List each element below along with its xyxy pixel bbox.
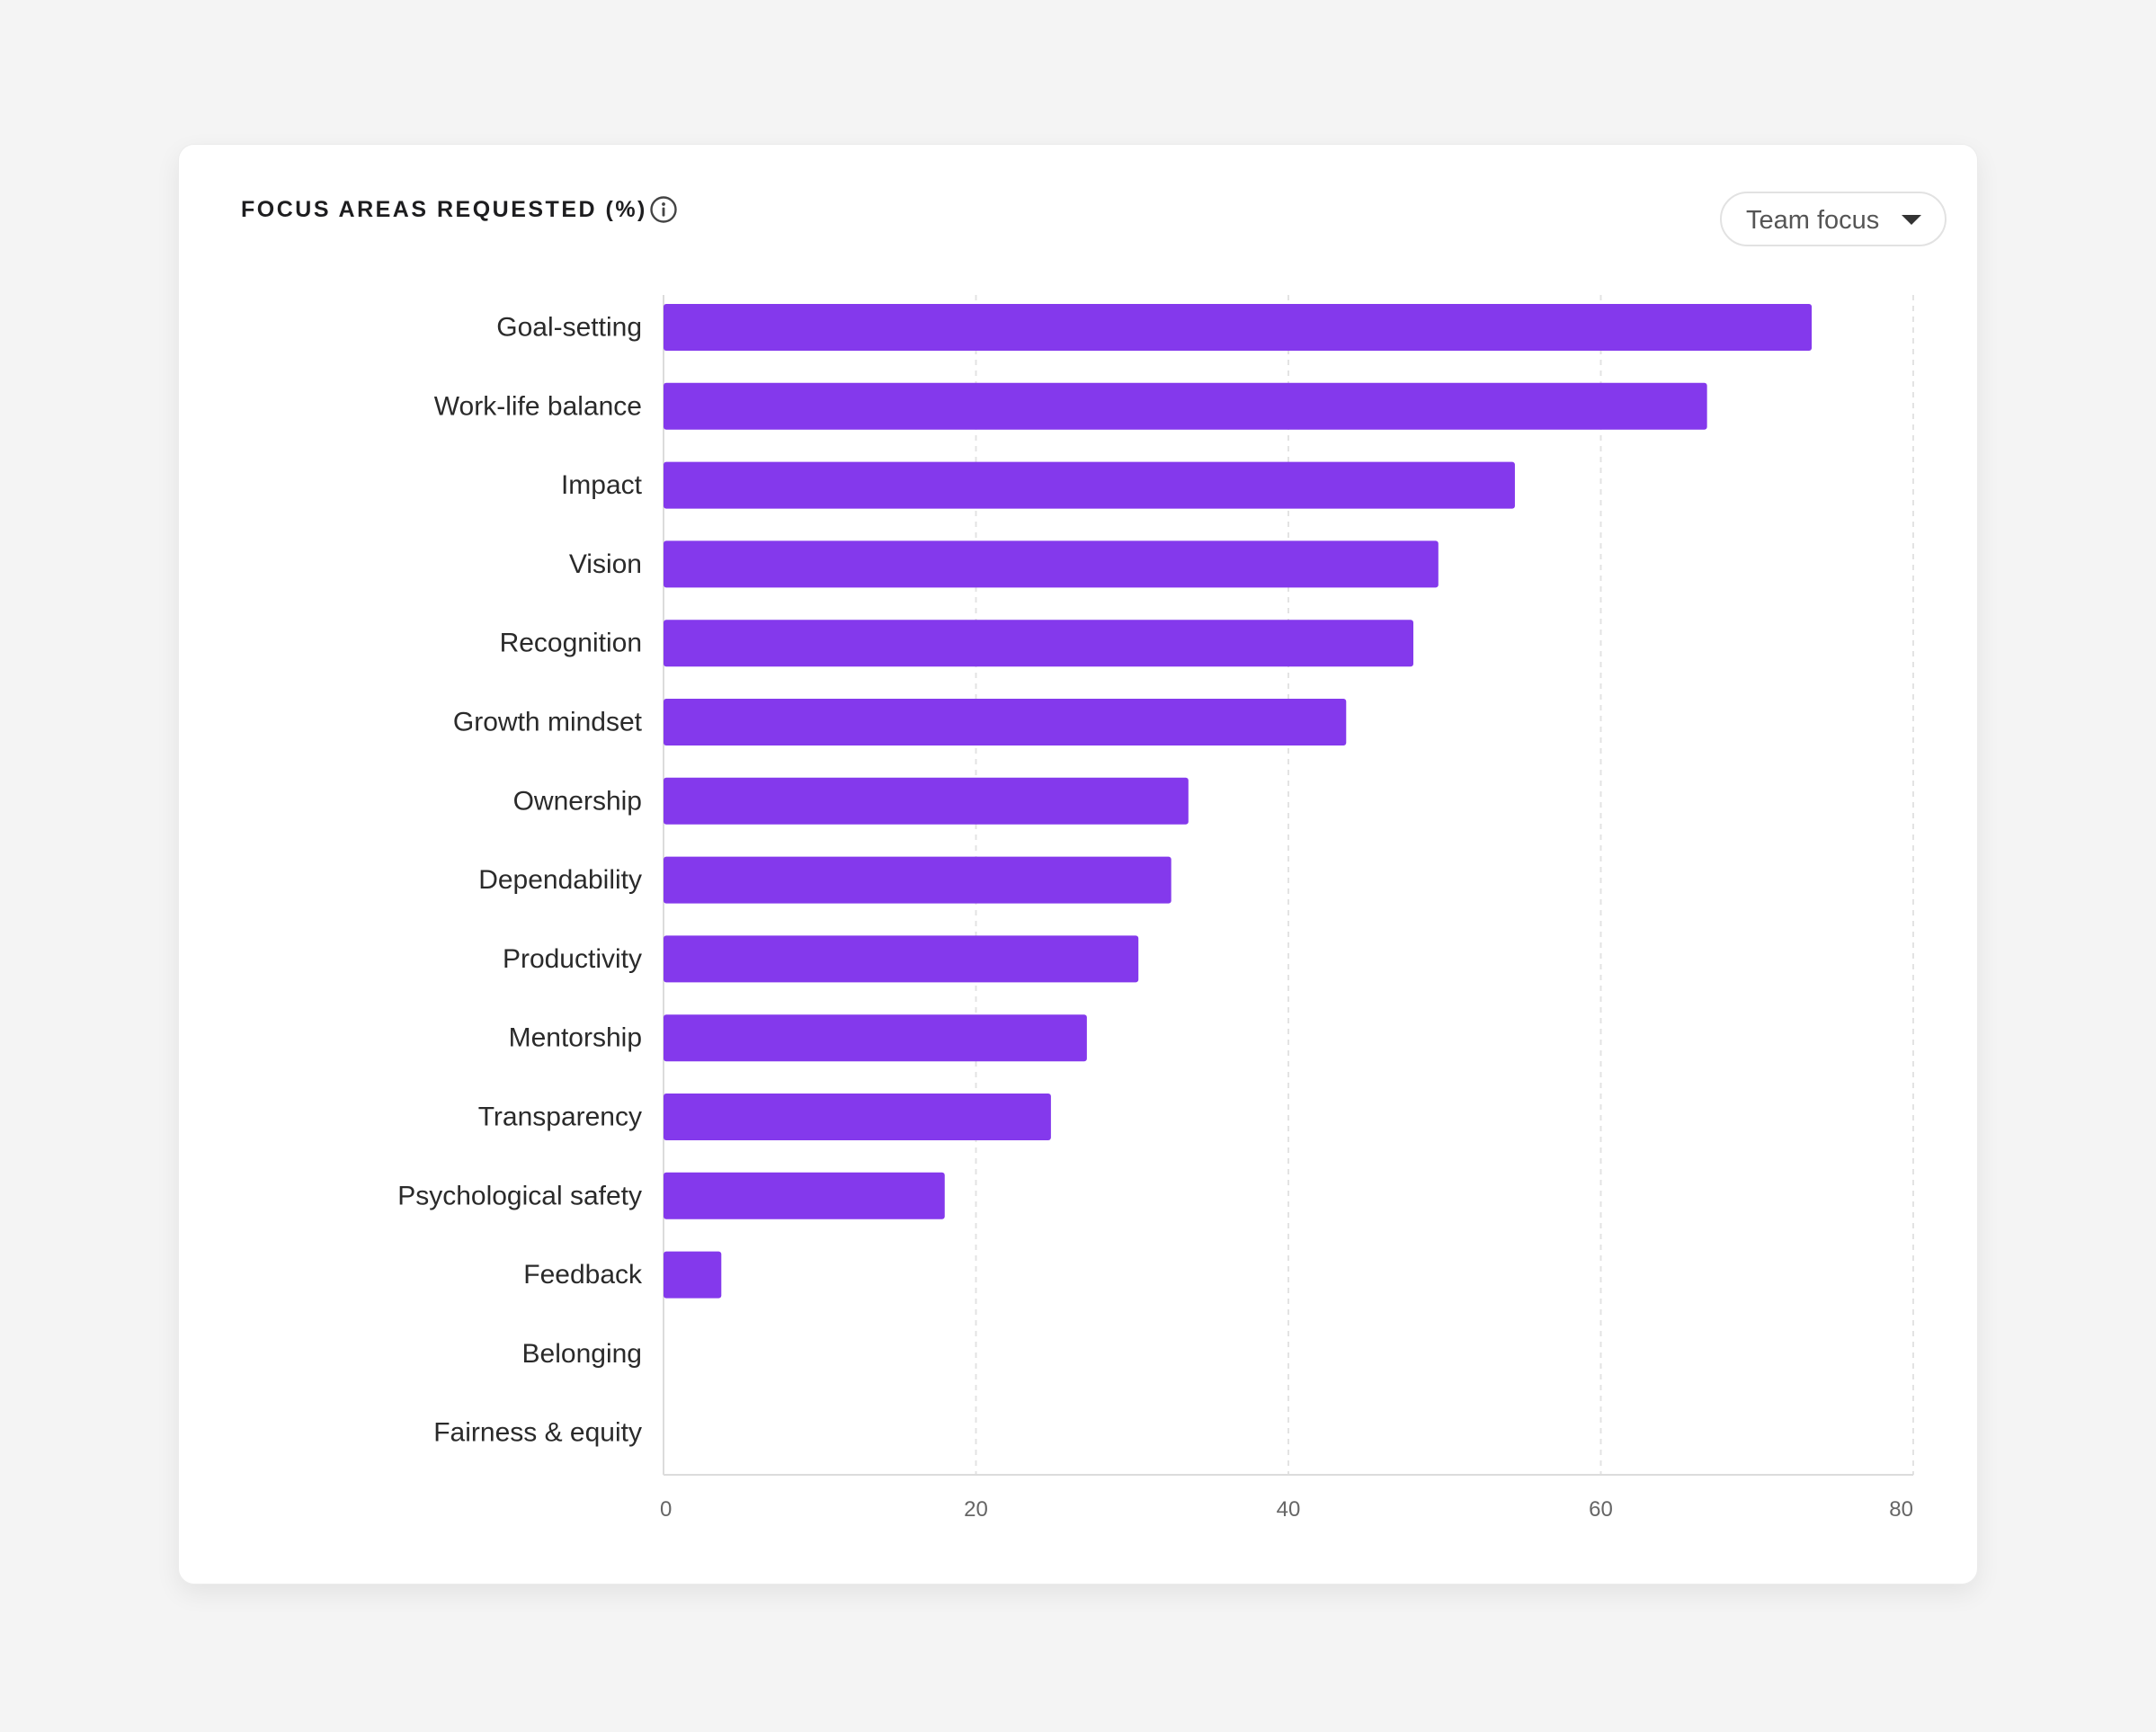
team-focus-dropdown[interactable]: Team focus	[1720, 192, 1947, 246]
bar	[664, 461, 1515, 509]
x-tick-label: 40	[1277, 1497, 1301, 1522]
category-label: Psychological safety	[397, 1181, 642, 1210]
bar	[664, 620, 1413, 667]
bar	[664, 382, 1707, 430]
bar	[664, 1172, 945, 1219]
bar	[664, 304, 1813, 351]
category-label: Ownership	[513, 786, 642, 816]
bar	[664, 699, 1347, 745]
x-tick-label: 80	[1889, 1497, 1913, 1522]
bar	[664, 1014, 1087, 1062]
category-label: Dependability	[478, 865, 642, 895]
bar	[664, 1251, 722, 1299]
category-label: Transparency	[478, 1103, 642, 1132]
category-label: Impact	[561, 470, 643, 500]
dropdown-selected-label: Team focus	[1746, 206, 1880, 235]
chart-title: FOCUS AREAS REQUESTED (%)	[241, 197, 647, 222]
info-circle-icon[interactable]	[649, 195, 678, 224]
caret-down-icon	[1902, 215, 1921, 225]
bar	[664, 777, 1189, 825]
category-label: Belonging	[522, 1339, 642, 1369]
category-label: Work-life balance	[434, 391, 642, 421]
bar	[664, 1094, 1051, 1140]
bar	[664, 935, 1139, 983]
x-tick-label: 60	[1589, 1497, 1613, 1522]
category-label: Feedback	[523, 1260, 643, 1290]
category-label: Goal-setting	[496, 313, 642, 343]
x-tick-label: 20	[964, 1497, 988, 1522]
bar	[664, 856, 1172, 904]
category-label: Recognition	[500, 629, 642, 658]
x-tick-label: 0	[660, 1497, 672, 1522]
category-label: Vision	[569, 549, 642, 579]
category-label: Mentorship	[509, 1023, 642, 1053]
bar	[664, 540, 1439, 588]
category-label: Growth mindset	[453, 708, 643, 737]
category-label: Productivity	[503, 944, 642, 974]
category-label: Fairness & equity	[433, 1418, 642, 1448]
